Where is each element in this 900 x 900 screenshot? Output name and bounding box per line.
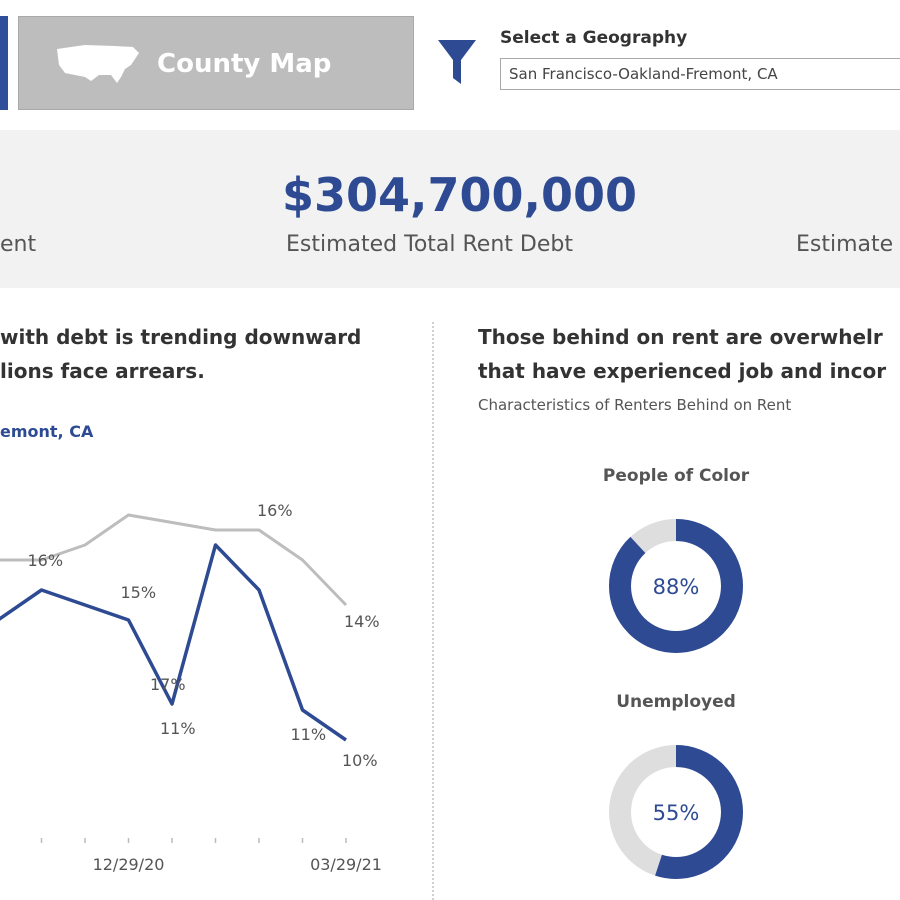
donut-people-of-color-title: People of Color [602,466,750,486]
data-label: 16% [257,501,293,520]
right-panel-title-line1: Those behind on rent are overwhelr [478,325,883,349]
left-panel-title-line2: lions face arrears. [0,359,205,383]
left-panel-title-line1: with debt is trending downward [0,325,362,349]
kpi-right-label: Estimate [796,232,894,257]
dashboard-tab-stub[interactable] [0,16,8,110]
donut-value-arc [609,519,743,653]
debt-trend-line-chart: 12/29/20 03/29/21 17% 16% 14% 16% 15% 11% 11% 10% [0,501,382,874]
right-panel-title-line2: that have experienced job and incor [478,359,887,383]
panel-divider [432,322,434,900]
right-panel-subtitle: Characteristics of Renters Behind on Ren… [478,396,792,414]
geo-filter-select[interactable]: San Francisco-Oakland-Fremont, CA [500,58,900,90]
donut-people-of-color: 88% [609,519,743,653]
filter-icon [436,38,478,92]
donut-unemployed: 55% [609,745,743,879]
kpi-total-rent-debt-label: Estimated Total Rent Debt [286,232,573,257]
county-map-tab-label: County Map [157,49,332,79]
kpi-left-label: ent [0,232,37,257]
kpi-band [0,130,900,288]
donut-value-label: 88% [653,575,700,599]
data-label: 10% [342,751,378,770]
primary-series-line [0,543,347,742]
x-tick-label: 03/29/21 [310,855,382,874]
donut-unemployed-title: Unemployed [616,692,736,712]
donut-value-label: 55% [653,801,700,825]
comparison-series-line [0,513,348,607]
data-label: 17% [150,675,186,694]
data-label: 15% [121,583,157,602]
us-map-icon [55,43,141,89]
data-label: 14% [344,612,380,631]
donut-value-arc [609,745,743,879]
data-label: 11% [291,725,327,744]
left-panel-geo-label: emont, CA [0,422,94,441]
data-label: 11% [160,719,196,738]
geo-filter-label: Select a Geography [500,28,688,48]
kpi-total-rent-debt-value: $304,700,000 [282,168,638,222]
left-panel-title: with debt is trending downward lions fac… [0,320,361,388]
data-label: 16% [28,551,64,570]
county-map-tab[interactable]: County Map [18,16,414,110]
x-tick-label: 12/29/20 [93,855,165,874]
right-panel-title: Those behind on rent are overwhelr that … [478,320,886,388]
